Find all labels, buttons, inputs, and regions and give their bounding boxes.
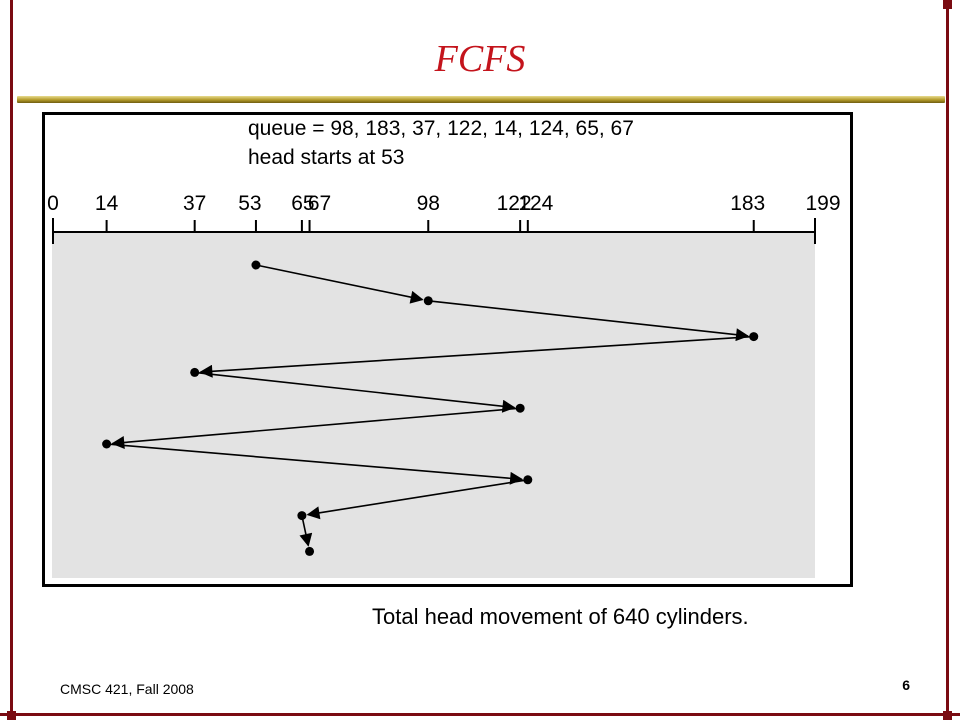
axis-tick-label: 124 [518, 192, 553, 215]
head-move-arrow [255, 264, 424, 304]
request-point [305, 546, 315, 556]
bottom-frame-line [0, 713, 960, 716]
head-start-label: head starts at 53 [248, 146, 405, 169]
axis-tick-label: 122 [497, 192, 532, 215]
head-move-arrow [111, 407, 521, 449]
total-movement-caption: Total head movement of 640 cylinders. [372, 604, 749, 629]
request-point [523, 475, 533, 485]
axis-tick-label: 0 [47, 192, 59, 215]
axis-tick-label: 65 [291, 192, 314, 215]
axis-tick-label: 98 [417, 192, 440, 215]
head-move-arrow [194, 371, 516, 413]
queue-label: queue = 98, 183, 37, 122, 14, 124, 65, 6… [248, 117, 634, 140]
course-footer: CMSC 421, Fall 2008 [60, 681, 194, 697]
diagram-track-area [52, 231, 815, 578]
head-move-arrow [199, 335, 754, 378]
request-point [515, 403, 525, 413]
request-point [423, 296, 433, 306]
request-point [297, 511, 307, 521]
axis-tick-label: 199 [805, 192, 840, 215]
axis-tick-label: 67 [308, 192, 331, 215]
title-divider [17, 96, 945, 103]
head-move-arrow [306, 479, 528, 520]
slide-title: FCFS [434, 38, 526, 80]
head-move-arrow [299, 515, 313, 547]
axis-tick-label: 53 [238, 192, 261, 215]
page-number: 6 [902, 677, 910, 693]
request-point [102, 439, 112, 449]
request-point [251, 260, 261, 270]
axis-tick-label: 37 [183, 192, 206, 215]
request-point [190, 367, 200, 377]
frame-corner-top-right [943, 0, 952, 9]
request-point [749, 332, 759, 342]
right-frame-line [946, 0, 949, 720]
head-path [102, 260, 759, 556]
head-move-arrow [428, 300, 750, 342]
axis-tick-label: 183 [730, 192, 765, 215]
axis-tick-label: 14 [95, 192, 119, 215]
left-frame-line [10, 0, 13, 720]
head-move-arrow [106, 443, 524, 485]
